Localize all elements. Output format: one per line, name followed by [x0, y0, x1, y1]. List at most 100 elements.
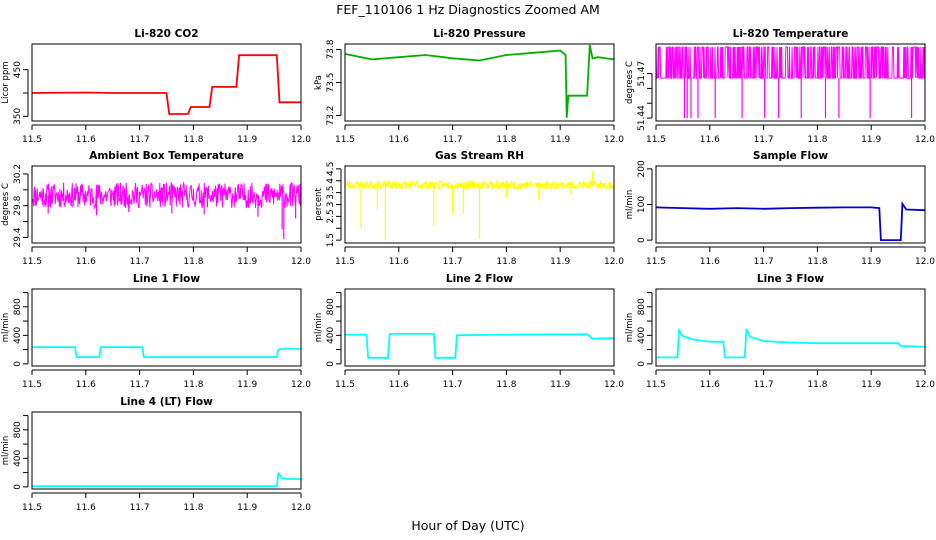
- x-tick-label: 11.5: [646, 135, 666, 145]
- series-line: [656, 201, 925, 242]
- figure-xlabel: Hour of Day (UTC): [411, 518, 524, 533]
- y-tick-label: 400: [637, 326, 647, 343]
- x-tick-label: 12.0: [291, 135, 311, 145]
- x-tick-label: 11.9: [550, 380, 570, 390]
- panel-2: Li-820 Pressure kPa 11.5 11.6 11.7 11.8 11.9 12…: [314, 28, 624, 145]
- panel-grid: Li-820 CO2 Licor ppm 11.5 11.6 11.7 11.8 11.9 1…: [1, 28, 935, 513]
- x-tick-label: 12.0: [604, 380, 624, 390]
- y-axis-label: Licor ppm: [1, 61, 11, 103]
- series-line: [32, 470, 301, 488]
- y-tick-label: 800: [326, 298, 336, 315]
- y-tick-label: 0: [637, 237, 647, 243]
- x-tick-label: 11.9: [861, 135, 881, 145]
- x-tick-label: 11.8: [807, 257, 827, 267]
- series-line: [656, 46, 925, 79]
- panel-title: Line 1 Flow: [133, 273, 200, 285]
- y-tick-label: 400: [13, 326, 23, 343]
- y-axis-label: ml/min: [1, 313, 11, 343]
- y-axis-label: ml/min: [314, 313, 324, 343]
- panel-title: Gas Stream RH: [435, 150, 524, 162]
- x-tick-label: 11.5: [22, 380, 42, 390]
- x-tick-label: 12.0: [915, 380, 935, 390]
- series-line: [345, 179, 614, 191]
- y-axis-label: percent: [314, 188, 324, 221]
- plot-frame: [31, 411, 302, 490]
- y-tick-label: 0: [13, 484, 23, 490]
- panel-6: Sample Flow ml/min 11.5 11.6 11.7 11.8 11.9 12.…: [625, 150, 935, 267]
- panel-4: Ambient Box Temperature degrees C 11.5 11.6…: [1, 150, 311, 267]
- x-tick-label: 11.8: [807, 135, 827, 145]
- plot-frame: [31, 165, 302, 244]
- x-tick-label: 11.6: [76, 503, 96, 513]
- y-tick-label: 2.5: [326, 209, 336, 223]
- y-tick-label: 0: [13, 361, 23, 367]
- plot-area: [656, 46, 925, 119]
- x-tick-label: 11.5: [335, 257, 355, 267]
- y-tick-label: 73.5: [326, 72, 336, 92]
- plot-area: [32, 181, 301, 240]
- x-tick-label: 11.5: [335, 380, 355, 390]
- x-tick-label: 11.5: [646, 257, 666, 267]
- x-tick-label: 11.6: [76, 380, 96, 390]
- y-axis-label: ml/min: [1, 436, 11, 466]
- y-tick-label: 200: [637, 160, 647, 177]
- y-axis-label: degrees C: [1, 183, 11, 226]
- x-tick-label: 11.7: [754, 257, 774, 267]
- series-line: [32, 54, 301, 115]
- plot-frame: [655, 165, 926, 244]
- x-tick-label: 11.9: [237, 135, 257, 145]
- y-tick-label: 51.44: [637, 105, 647, 131]
- plot-area: [656, 201, 925, 242]
- y-axis-label: ml/min: [625, 313, 635, 343]
- x-tick-label: 12.0: [915, 135, 935, 145]
- x-tick-label: 11.6: [700, 380, 720, 390]
- x-tick-label: 11.7: [130, 257, 150, 267]
- panel-title: Ambient Box Temperature: [89, 150, 244, 162]
- x-tick-label: 11.9: [237, 380, 257, 390]
- x-tick-label: 11.7: [130, 135, 150, 145]
- y-tick-label: 100: [637, 196, 647, 213]
- plot-area: [32, 346, 301, 359]
- y-tick-label: 0: [326, 361, 336, 367]
- y-tick-label: 29.4: [13, 227, 23, 247]
- x-tick-label: 12.0: [604, 257, 624, 267]
- x-tick-label: 11.5: [22, 257, 42, 267]
- x-tick-label: 12.0: [291, 503, 311, 513]
- y-tick-label: 4.5: [326, 162, 336, 176]
- y-tick-label: 800: [13, 298, 23, 315]
- panel-title: Sample Flow: [753, 150, 828, 162]
- plot-frame: [344, 43, 615, 122]
- y-tick-label: 450: [13, 61, 23, 78]
- x-tick-label: 11.5: [22, 135, 42, 145]
- plot-frame: [655, 288, 926, 367]
- x-tick-label: 11.9: [237, 503, 257, 513]
- y-tick-label: 30.2: [13, 164, 23, 184]
- x-tick-label: 11.7: [443, 135, 463, 145]
- x-tick-label: 11.8: [496, 135, 516, 145]
- x-tick-label: 11.9: [550, 257, 570, 267]
- y-axis-label: degrees C: [625, 61, 635, 104]
- x-tick-label: 11.6: [389, 257, 409, 267]
- plot-frame: [31, 43, 302, 122]
- panel-title: Line 4 (LT) Flow: [120, 396, 213, 408]
- x-tick-label: 11.8: [496, 257, 516, 267]
- panel-1: Li-820 CO2 Licor ppm 11.5 11.6 11.7 11.8 11.9 1…: [1, 28, 311, 145]
- y-tick-label: 3: [326, 202, 336, 208]
- x-tick-label: 11.8: [183, 257, 203, 267]
- panel-title: Li-820 Pressure: [433, 28, 526, 40]
- x-tick-label: 11.9: [237, 257, 257, 267]
- y-tick-label: 800: [13, 421, 23, 438]
- plot-area: [656, 327, 925, 359]
- x-tick-label: 11.8: [183, 380, 203, 390]
- series-line: [656, 327, 925, 359]
- x-tick-label: 11.6: [76, 135, 96, 145]
- x-tick-label: 11.8: [183, 503, 203, 513]
- panel-5: Gas Stream RH percent 11.5 11.6 11.7 11.8 11.9…: [314, 150, 624, 267]
- plot-frame: [31, 288, 302, 367]
- x-tick-label: 11.7: [443, 257, 463, 267]
- x-tick-label: 11.9: [861, 257, 881, 267]
- series-line: [32, 181, 301, 210]
- plot-area: [345, 171, 614, 241]
- x-tick-label: 11.6: [389, 380, 409, 390]
